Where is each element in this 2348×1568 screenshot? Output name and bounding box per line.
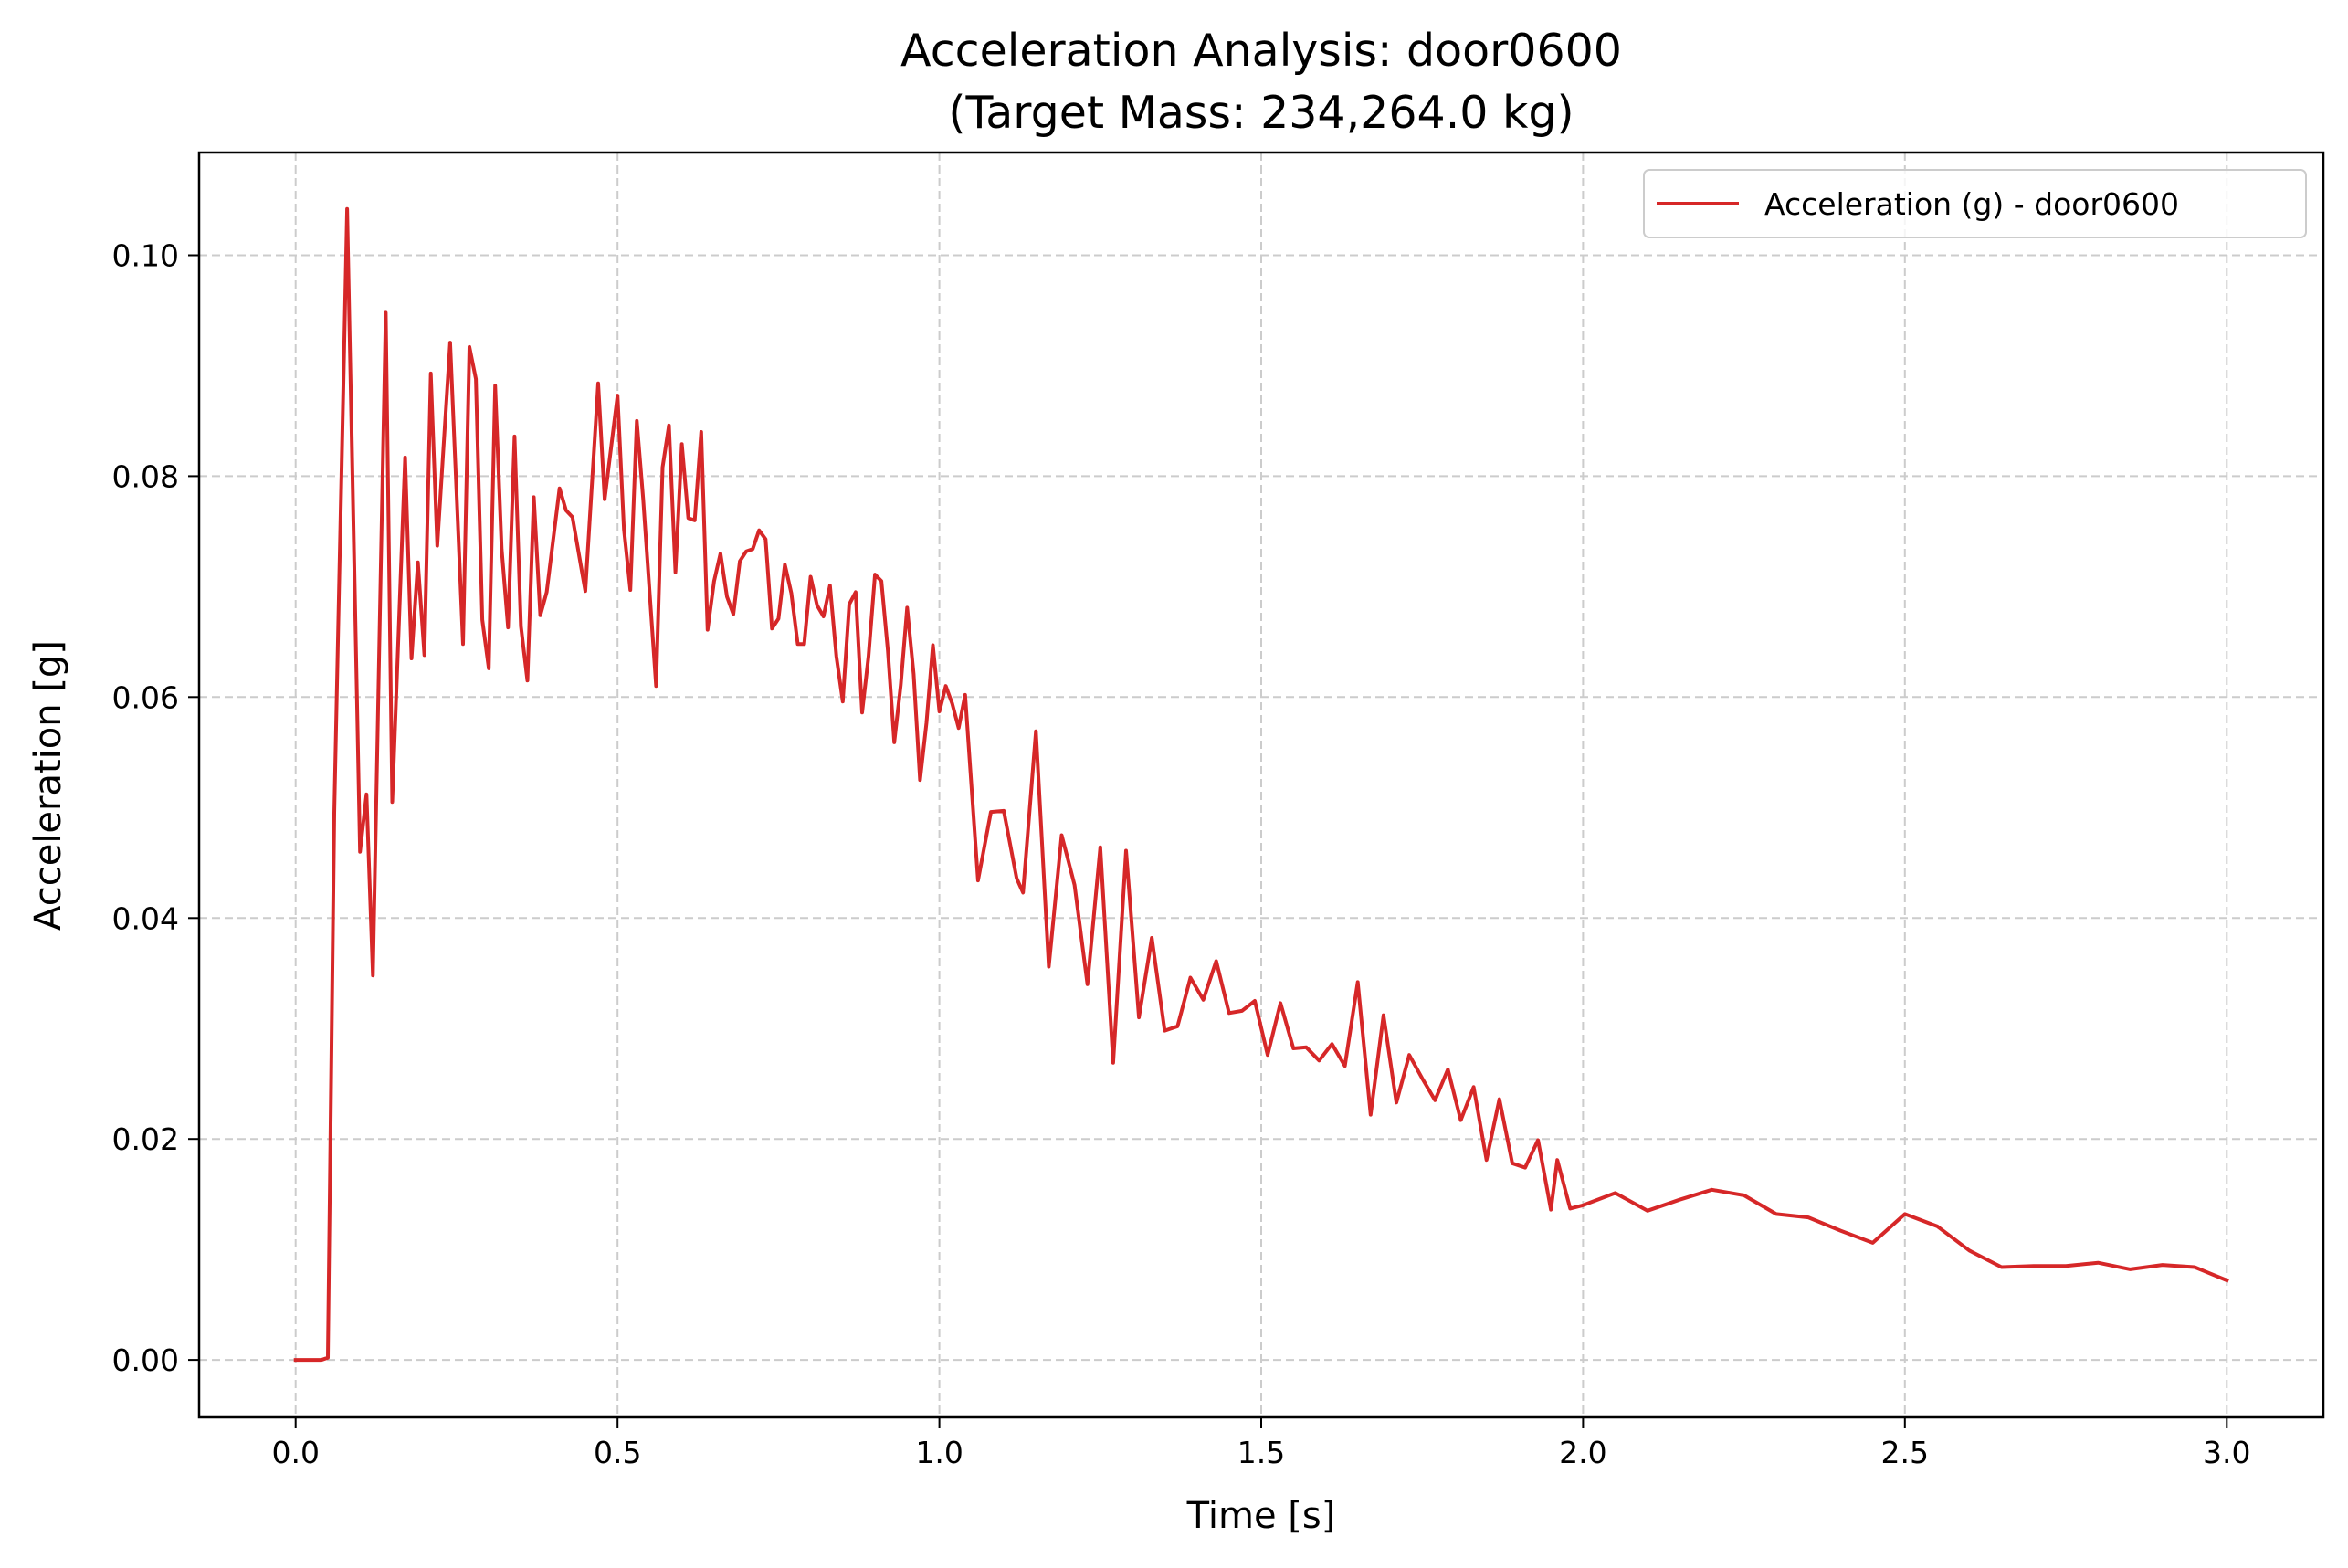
x-tick-label: 1.0 xyxy=(915,1435,963,1470)
y-tick-label: 0.10 xyxy=(112,238,179,274)
y-tick-label: 0.04 xyxy=(112,900,179,936)
y-tick-label: 0.06 xyxy=(112,679,179,715)
series-layer xyxy=(293,206,2229,1363)
x-tick-label: 3.0 xyxy=(2203,1435,2250,1470)
x-axis-label: Time [s] xyxy=(1186,1495,1336,1537)
x-tick-label: 1.5 xyxy=(1237,1435,1285,1470)
grid-lines xyxy=(199,153,2323,1417)
series-line xyxy=(293,206,2229,1363)
x-tick-label: 0.0 xyxy=(271,1435,319,1470)
legend-label: Acceleration (g) - door0600 xyxy=(1764,186,2179,222)
x-tick-label: 0.5 xyxy=(594,1435,641,1470)
plot-frame xyxy=(197,151,2325,1419)
axis-ticks: 0.0 0.5 1.0 1.5 2.0 2.5 3.0 0.00 0.02 0.04 0.06 0.0… xyxy=(112,238,2251,1471)
chart-title: Acceleration Analysis: door0600 xyxy=(900,25,1622,77)
x-tick-label: 2.5 xyxy=(1881,1435,1929,1470)
legend-box xyxy=(1643,169,2307,238)
x-tick-label: 2.0 xyxy=(1559,1435,1606,1470)
chart-subtitle: (Target Mass: 234,264.0 kg) xyxy=(948,87,1574,139)
y-tick-label: 0.08 xyxy=(112,458,179,494)
y-tick-label: 0.02 xyxy=(112,1121,179,1157)
legend: Acceleration (g) - door0600 xyxy=(1643,169,2307,238)
y-axis-label: Acceleration [g] xyxy=(27,640,69,931)
y-tick-label: 0.00 xyxy=(112,1342,179,1378)
